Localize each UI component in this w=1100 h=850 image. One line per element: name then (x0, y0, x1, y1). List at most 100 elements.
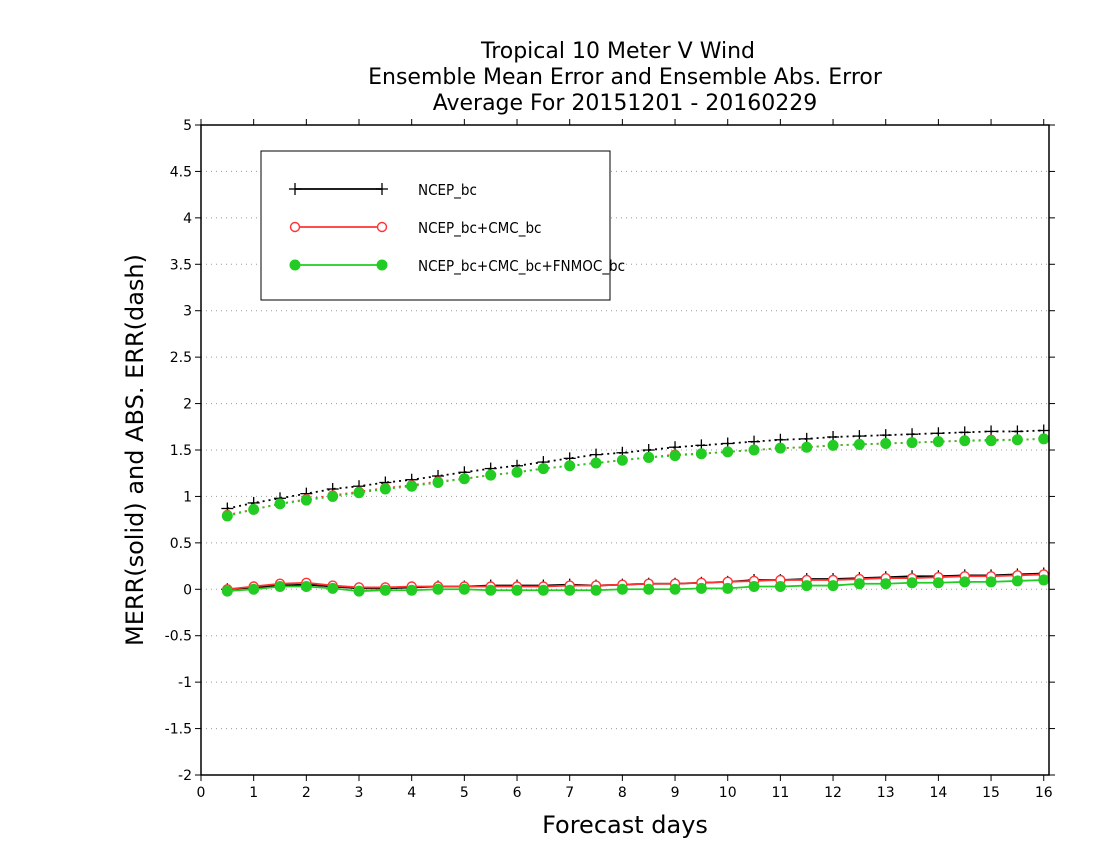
x-axis-label: Forecast days (542, 811, 708, 839)
chart-title-line-3: Average For 20151201 - 20160229 (433, 91, 818, 116)
y-axis: -2 -1.5 -1 -0.5 0 0.5 1 1.5 2 2.5 3 3.5 4 4.5 5 (165, 118, 1055, 784)
series-2-merr-point-17 (669, 583, 681, 595)
x-tick-label-4: 4 (407, 785, 416, 801)
series-2-abs-err-point-8 (432, 477, 444, 488)
series-2-abs-err-point-12 (537, 463, 549, 475)
series-2-merr-point-26 (906, 577, 918, 589)
y-tick-label-9: 2.5 (170, 350, 192, 366)
legend-label-2: NCEP_bc+CMC_bc+FNMOC_bc (418, 257, 625, 276)
series-2-abs-err-point-15 (616, 454, 628, 466)
x-tick-label-10: 10 (719, 785, 737, 801)
x-tick-label-5: 5 (460, 785, 469, 801)
series-2-abs-err-point-2 (274, 498, 286, 510)
x-tick-label-16: 16 (1035, 785, 1053, 801)
legend-box (260, 150, 611, 301)
series-2-merr-point-31 (1038, 574, 1050, 586)
series-2-abs-err-point-22 (801, 441, 813, 453)
legend-marker-left-2 (289, 259, 301, 271)
series-2-merr-point-8 (432, 583, 444, 595)
series-2-merr-point-25 (880, 578, 892, 590)
series-2-abs-err-point-25 (880, 438, 892, 449)
series-2-abs-err-point-27 (932, 436, 944, 448)
series-2-merr-point-21 (774, 581, 786, 592)
x-tick-label-13: 13 (877, 785, 895, 801)
y-tick-label-4: 0 (183, 582, 192, 598)
series-2-abs-err-point-5 (353, 487, 365, 499)
series-2-abs-err-point-26 (906, 437, 918, 449)
series-2-merr-point-16 (643, 583, 655, 595)
series-1 (222, 433, 1049, 595)
series-2-merr-point-5 (353, 585, 365, 597)
series-2-abs-err-point-6 (379, 483, 391, 495)
legend: NCEP_bc NCEP_bc+CMC_bc NCEP_bc+CMC_bc+FNMO… (260, 150, 625, 301)
series-2-abs-err-point-9 (458, 473, 470, 485)
x-tick-label-14: 14 (929, 785, 947, 801)
series-2-merr-point-13 (564, 584, 576, 596)
series-2-abs-err-point-21 (774, 442, 786, 454)
series-2-merr-point-3 (300, 581, 312, 592)
series-2-merr-point-1 (248, 583, 260, 595)
series-2-abs-err-point-1 (248, 503, 260, 515)
y-tick-label-8: 2 (183, 397, 192, 413)
y-tick-label-13: 4.5 (170, 164, 192, 180)
x-tick-label-8: 8 (618, 785, 627, 801)
legend-marker-right-0 (376, 183, 388, 195)
series-2-merr-point-28 (959, 576, 971, 588)
x-tick-label-6: 6 (513, 785, 522, 801)
series-2-abs-err-point-16 (643, 451, 655, 463)
x-tick-label-7: 7 (565, 785, 574, 801)
y-tick-label-6: 1 (183, 489, 192, 505)
legend-label-1: NCEP_bc+CMC_bc (418, 219, 541, 238)
series-2-merr-point-4 (327, 582, 339, 594)
series-2-merr-point-12 (537, 584, 549, 596)
y-tick-label-2: -1 (178, 675, 192, 691)
series-2-abs-err-point-29 (985, 435, 997, 447)
series-2-merr-point-27 (932, 577, 944, 589)
y-tick-label-12: 4 (183, 211, 192, 227)
y-tick-label-11: 3.5 (170, 257, 192, 273)
series-2-abs-err-point-19 (722, 446, 734, 458)
series-2-merr-point-19 (722, 582, 734, 594)
series-2-merr-point-2 (274, 581, 286, 592)
series-2-abs-err-point-31 (1038, 433, 1050, 445)
series-2-merr-point-23 (827, 580, 839, 592)
series-2-abs-err-point-3 (300, 494, 312, 506)
x-tick-label-9: 9 (671, 785, 680, 801)
y-tick-label-1: -1.5 (165, 722, 192, 738)
x-tick-label-11: 11 (771, 785, 789, 801)
x-axis: 0 1 2 3 4 5 6 7 8 9 10 11 12 13 14 15 16 (197, 119, 1053, 801)
series-2-abs-err-point-28 (959, 435, 971, 447)
y-tick-label-10: 3 (183, 304, 192, 320)
series-2-merr-point-29 (985, 576, 997, 588)
x-tick-label-2: 2 (302, 785, 311, 801)
series-2-merr-point-9 (458, 583, 470, 595)
series-0 (221, 424, 1050, 596)
series-2-merr-point-6 (379, 584, 391, 596)
y-axis-label: MERR(solid) and ABS. ERR(dash) (121, 254, 149, 646)
series-2-abs-err-point-24 (853, 438, 865, 450)
series-2-abs-err-point-0 (221, 510, 233, 522)
series-layer (221, 424, 1050, 597)
legend-marker-left-1 (289, 221, 301, 233)
legend-marker-right-2 (376, 259, 388, 271)
series-2-merr-point-30 (1011, 575, 1023, 587)
y-tick-label-0: -2 (178, 768, 192, 784)
series-2-merr-point-7 (406, 584, 418, 596)
y-tick-label-3: -0.5 (165, 629, 192, 645)
x-tick-label-15: 15 (982, 785, 1000, 801)
series-2-abs-err-point-18 (695, 448, 707, 460)
series-2-merr-point-20 (748, 581, 760, 592)
series-2-abs-err-point-23 (827, 439, 839, 451)
x-tick-label-0: 0 (197, 785, 206, 801)
legend-marker-right-1 (376, 221, 388, 233)
x-tick-label-12: 12 (824, 785, 842, 801)
series-2-merr-point-22 (801, 580, 813, 592)
legend-label-0: NCEP_bc (418, 181, 477, 200)
chart-title-line-2: Ensemble Mean Error and Ensemble Abs. Er… (368, 65, 883, 90)
series-2-abs-err-point-11 (511, 466, 523, 478)
series-2-abs-err-point-30 (1011, 434, 1023, 446)
series-2-merr-point-15 (616, 583, 628, 595)
x-tick-label-3: 3 (355, 785, 364, 801)
series-2-merr-point-14 (590, 584, 602, 596)
